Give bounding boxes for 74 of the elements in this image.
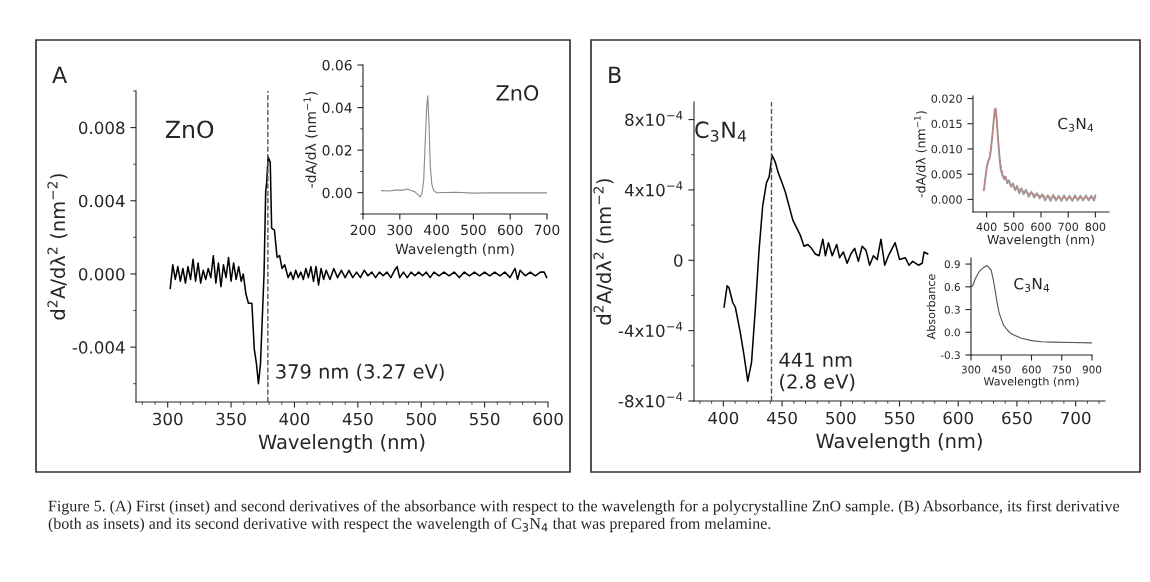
- x-tick-label: 300: [961, 365, 981, 374]
- y-tick-label: 0.005: [931, 170, 962, 179]
- y-tick-label: 0.00: [322, 187, 352, 199]
- x-tick-label: 750: [1052, 365, 1071, 374]
- x-tick-label: 500: [461, 224, 486, 236]
- x-tick-label: 400: [279, 412, 310, 426]
- y-tick-label: 4x10$^{−4}$: [624, 181, 683, 197]
- y-tick-label: 0.020: [931, 94, 962, 103]
- y-tick-label: 0.02: [322, 145, 352, 156]
- y-axis-title: d$^{2}$A/dλ$^{2}$ (nm$^{−2}$): [47, 174, 68, 320]
- x-tick-label: 600: [497, 224, 523, 236]
- annotation: C$_{3}$N$_{4}$: [695, 121, 747, 142]
- x-axis-title: Wavelength (nm): [816, 433, 982, 452]
- y-tick-label: 0.010: [931, 144, 962, 154]
- y-tick-label: 0.04: [322, 102, 352, 114]
- y-axis-title: Absorbance: [926, 274, 936, 340]
- y-tick-label: 0.004: [78, 194, 125, 208]
- x-tick-label: 500: [1004, 222, 1024, 232]
- y-tick-label: 8x10$^{−4}$: [625, 110, 683, 127]
- x-tick-label: 700: [534, 224, 560, 236]
- text: B: [609, 66, 621, 83]
- x-tick-label: 650: [1002, 411, 1032, 425]
- caption: Figure 5. (A) First (inset) and second derivatives of the absorbance with respect to the wavelength for a polycrystalline ZnO sample. (B) Absorbance, its first derivative (both as insets) and its second derivative with respect the wavelength of C$_{3}$N$_{4}$ that was prepared from melamine.: [48, 500, 1120, 533]
- x-axis-title: Wavelength (nm): [987, 234, 1094, 247]
- y-tick-label: 0: [674, 254, 683, 267]
- x-tick-label: 450: [991, 365, 1011, 374]
- y-tick-label: 0.06: [322, 59, 352, 71]
- y-tick-label: -8x10$^{−4}$: [618, 392, 683, 408]
- y-tick-label: 0.015: [931, 119, 962, 129]
- x-tick-label: 500: [826, 411, 856, 425]
- x-tick-label: 600: [1022, 365, 1041, 374]
- x-tick-label: 600: [533, 412, 563, 426]
- x-tick-label: 400: [976, 222, 997, 232]
- line-series: [971, 265, 1092, 344]
- y-tick-label: -4x10$^{−4}$: [618, 321, 683, 338]
- x-tick-label: 200: [350, 224, 376, 236]
- annotation: C$_{3}$N$_{4}$: [1058, 117, 1094, 132]
- x-tick-label: 600: [943, 411, 974, 425]
- x-tick-label: 700: [1058, 222, 1079, 232]
- ref-line-label: 441 nm (2.8 eV): [779, 352, 855, 392]
- y-tick-label: -0.004: [72, 341, 125, 354]
- y-tick-label: 0.6: [944, 283, 960, 291]
- x-tick-label: 700: [1061, 411, 1091, 425]
- y-axis-title: -dA/dλ (nm$^{−1}$): [303, 91, 318, 188]
- x-tick-label: 300: [387, 224, 413, 236]
- ref-line-label: 379 nm (3.27 eV): [276, 363, 444, 382]
- y-tick-label: 0.9: [944, 260, 960, 269]
- y-tick-label: 0.3: [944, 305, 960, 314]
- y-tick-label: 0.000: [78, 267, 125, 281]
- x-axis-title: Wavelength (nm): [395, 243, 514, 257]
- x-tick-label: 900: [1082, 365, 1102, 374]
- x-tick-label: 550: [884, 411, 915, 425]
- x-tick-label: 450: [766, 411, 797, 425]
- annotation: C$_{3}$N$_{4}$: [1014, 277, 1050, 292]
- x-tick-label: 300: [153, 412, 183, 426]
- text: A: [52, 66, 68, 83]
- annotation: ZnO: [496, 85, 539, 101]
- y-axis-title: d$^{2}$A/dλ$^{2}$ (nm$^{−2}$): [593, 179, 614, 325]
- y-tick-label: 0.008: [78, 121, 125, 135]
- x-axis-title: Wavelength (nm): [983, 376, 1079, 388]
- x-tick-label: 450: [342, 412, 373, 426]
- x-tick-label: 350: [216, 412, 246, 426]
- x-tick-label: 400: [708, 411, 739, 425]
- x-tick-label: 400: [424, 224, 449, 236]
- y-tick-label: -0.3: [940, 351, 960, 360]
- x-tick-label: 800: [1085, 222, 1106, 232]
- x-tick-label: 600: [1031, 222, 1051, 232]
- y-tick-label: 0.000: [931, 195, 962, 204]
- x-axis-title: Wavelength (nm): [258, 434, 425, 453]
- y-axis-title: -dA/dλ (nm$^{−1}$): [914, 111, 927, 198]
- x-tick-label: 550: [470, 412, 500, 426]
- x-tick-label: 500: [406, 412, 437, 426]
- annotation: ZnO: [165, 120, 214, 139]
- y-tick-label: 0.0: [944, 328, 960, 337]
